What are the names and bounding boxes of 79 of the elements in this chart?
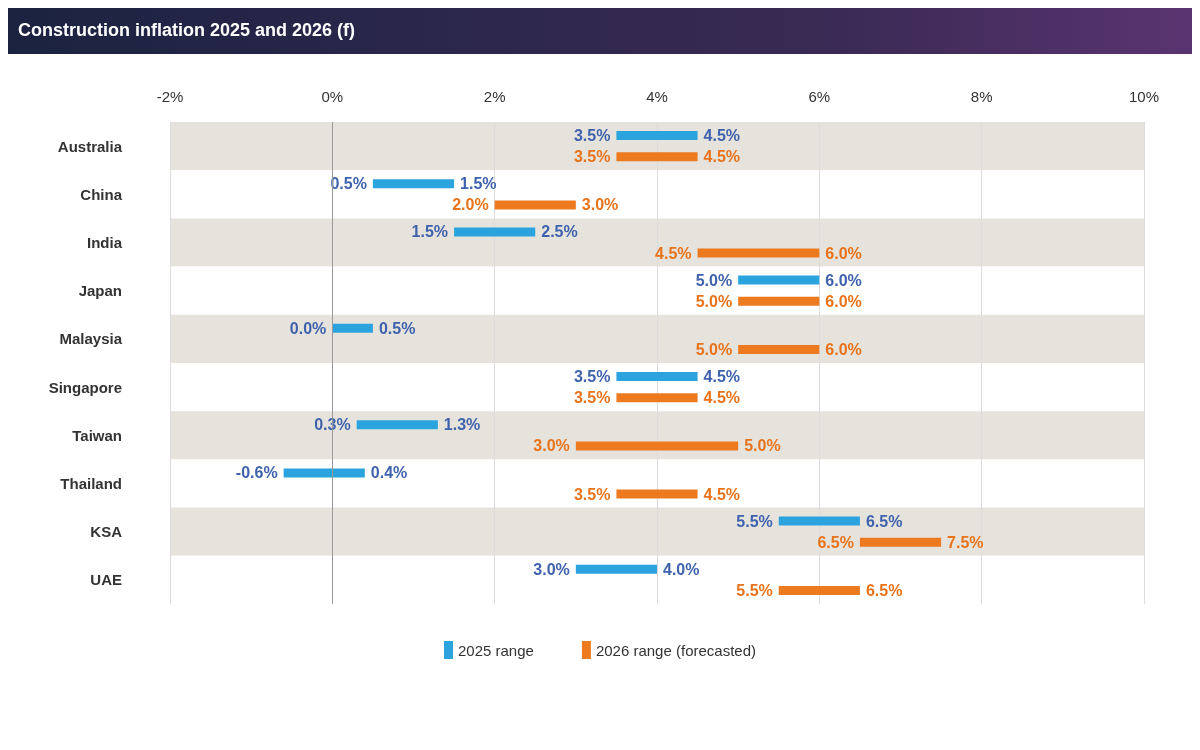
x-tick-label: 0% [321,88,344,105]
text: 6.0% [825,244,862,262]
text: 5.0% [695,292,733,310]
text: 2.5% [541,223,578,241]
text: 5.5% [736,512,773,530]
x-tick-label: 8% [970,88,993,105]
x-tick-label: 4% [646,88,668,105]
bar [356,420,438,430]
text: 0.4% [370,464,408,482]
text: 6.5% [817,533,854,551]
y-tick-label: UAE [90,571,122,589]
text: 6.5% [865,512,903,530]
bar [372,179,455,189]
text: 2.0% [452,196,489,214]
bar [616,489,698,499]
text: 3.0% [581,196,619,214]
text: 5.0% [695,341,733,358]
y-tick-label: Singapore [48,378,122,396]
x-tick-label: 6% [808,88,831,105]
text: 1.5% [460,175,497,193]
text: 6.0% [825,292,862,310]
text: 0.0% [289,319,327,337]
text: 3.5% [573,148,611,166]
text: 4.5% [703,127,741,144]
y-tick-label: China [80,185,123,203]
bar [738,345,820,354]
y-tick-label: KSA [90,523,123,541]
text: 3.5% [573,389,611,407]
text: 4.0% [663,560,700,578]
bar [738,296,820,306]
x-tick-label: 2% [483,88,506,105]
bar [575,441,739,451]
y-tick-label: India [86,234,123,251]
text: 5.5% [736,582,773,599]
x-tick-label: 10% [1128,88,1160,105]
bar [283,468,365,478]
text: 5.0% [744,437,781,455]
y-tick-label: Taiwan [72,426,122,444]
text: 6.5% [865,582,903,599]
bar [616,393,698,403]
bar [575,564,657,574]
bar [616,152,698,162]
text: 0.3% [314,416,351,434]
bar [454,227,536,237]
text: 5.0% [695,271,733,289]
text: 3.5% [573,127,611,144]
legend-label: 2025 range [458,641,534,659]
bar [616,372,698,381]
bar [616,131,698,140]
text: 4.5% [703,368,741,385]
text: 3.5% [573,368,611,385]
text: 7.5% [947,533,984,551]
bar [494,200,576,210]
bar [697,248,820,258]
chart-title: Construction inflation 2025 and 2026 (f) [8,8,1192,54]
text: 0.5% [378,319,416,337]
bar [738,275,820,285]
y-tick-label: Japan [78,282,122,300]
text: 4.5% [703,148,741,166]
text: 1.5% [411,223,449,241]
bar [778,586,860,595]
text: 3.5% [573,485,611,503]
text: 3.0% [533,560,570,578]
legend-label: 2026 range (forecasted) [595,641,757,659]
text: 3.0% [533,437,570,455]
bar [332,323,373,333]
y-tick-label: Malaysia [59,330,123,348]
x-tick-label: -2% [156,88,184,105]
text: 6.0% [825,271,862,289]
bar [778,516,860,526]
text: 4.5% [703,389,741,407]
bar [859,537,942,547]
text: 1.3% [443,416,481,434]
text: 4.5% [655,244,692,262]
text: -0.6% [235,464,278,482]
y-tick-label: Australia [57,137,123,155]
y-tick-label: Thailand [60,475,122,492]
text: 4.5% [703,485,741,503]
text: 6.0% [825,341,862,358]
